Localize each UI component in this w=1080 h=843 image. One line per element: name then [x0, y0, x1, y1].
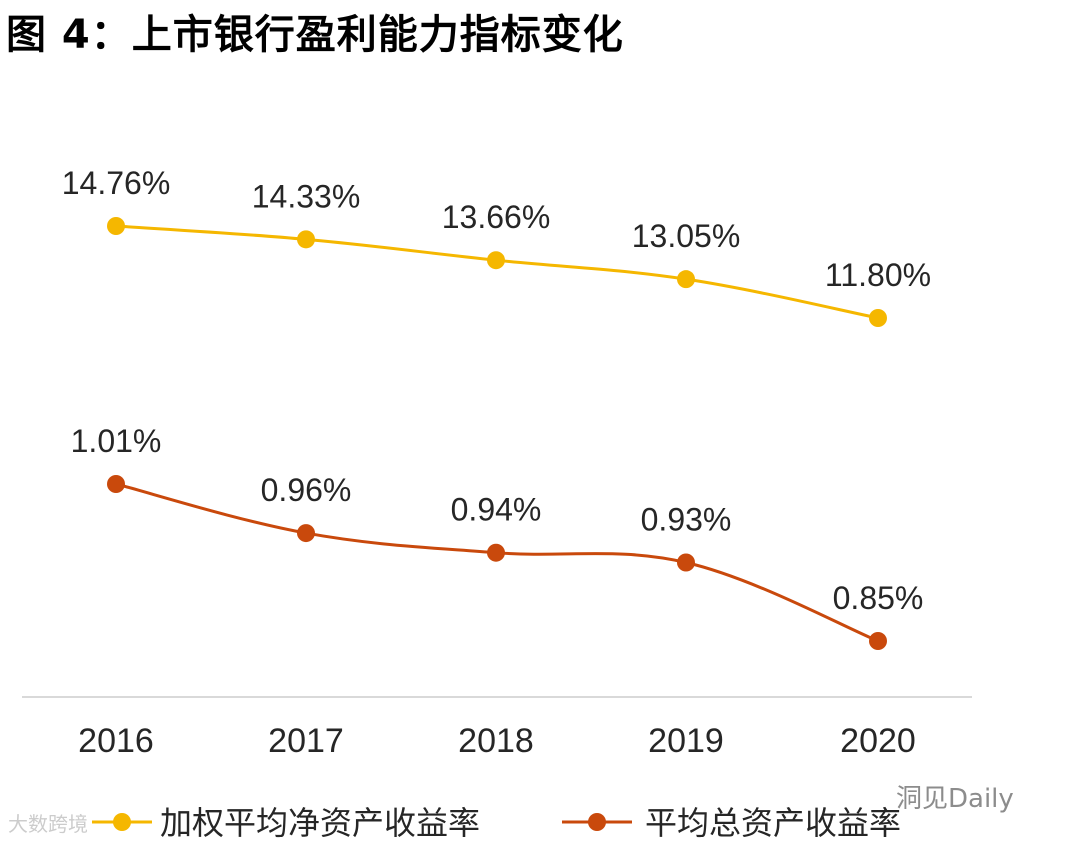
data-point-roa-2020: [869, 632, 887, 650]
data-point-roa-2016: [107, 475, 125, 493]
series-points-roa: [107, 475, 887, 650]
watermark-left: 大数跨境: [8, 812, 88, 836]
data-point-roe-2018: [487, 251, 505, 270]
x-tick-label-2017: 2017: [268, 722, 344, 760]
data-point-roe-2016: [107, 217, 125, 235]
legend: 加权平均净资产收益率 平均总资产收益率: [92, 804, 901, 842]
data-point-roa-2019: [677, 553, 695, 572]
data-labels-roe: 14.76% 14.33% 13.66% 13.05% 11.80%: [62, 165, 931, 293]
data-point-roa-2017: [297, 524, 315, 543]
legend-marker-roe: [113, 813, 131, 831]
data-label-roe-2017: 14.33%: [252, 178, 361, 214]
data-label-roe-2019: 13.05%: [632, 218, 741, 254]
series-line-roe: [115, 224, 879, 320]
data-label-roe-2016: 14.76%: [62, 165, 171, 201]
data-point-roe-2017: [297, 230, 315, 249]
data-label-roa-2018: 0.94%: [451, 492, 542, 528]
x-tick-label-2016: 2016: [78, 722, 154, 760]
data-label-roe-2018: 13.66%: [442, 199, 551, 235]
legend-label-roa: 平均总资产收益率: [645, 804, 901, 842]
data-labels-roa: 1.01% 0.96% 0.94% 0.93% 0.85%: [71, 423, 924, 616]
data-label-roa-2017: 0.96%: [261, 472, 352, 508]
data-label-roa-2016: 1.01%: [71, 423, 162, 459]
x-tick-label-2019: 2019: [648, 722, 724, 760]
series-points-roe: [107, 217, 887, 327]
watermark-right: 洞见Daily: [896, 784, 1014, 814]
data-point-roe-2019: [677, 270, 695, 289]
data-point-roe-2020: [869, 309, 887, 327]
data-label-roa-2020: 0.85%: [833, 580, 924, 616]
x-tick-label-2020: 2020: [840, 722, 916, 760]
data-label-roa-2019: 0.93%: [641, 502, 732, 538]
x-tick-label-2018: 2018: [458, 722, 534, 760]
x-tick-labels: 2016 2017 2018 2019 2020: [78, 722, 916, 760]
data-label-roe-2020: 11.80%: [825, 257, 931, 293]
data-point-roa-2018: [487, 543, 505, 562]
legend-label-roe: 加权平均净资产收益率: [160, 804, 480, 842]
legend-marker-roa: [588, 813, 606, 831]
chart-title: 图 4：上市银行盈利能力指标变化: [6, 12, 624, 58]
